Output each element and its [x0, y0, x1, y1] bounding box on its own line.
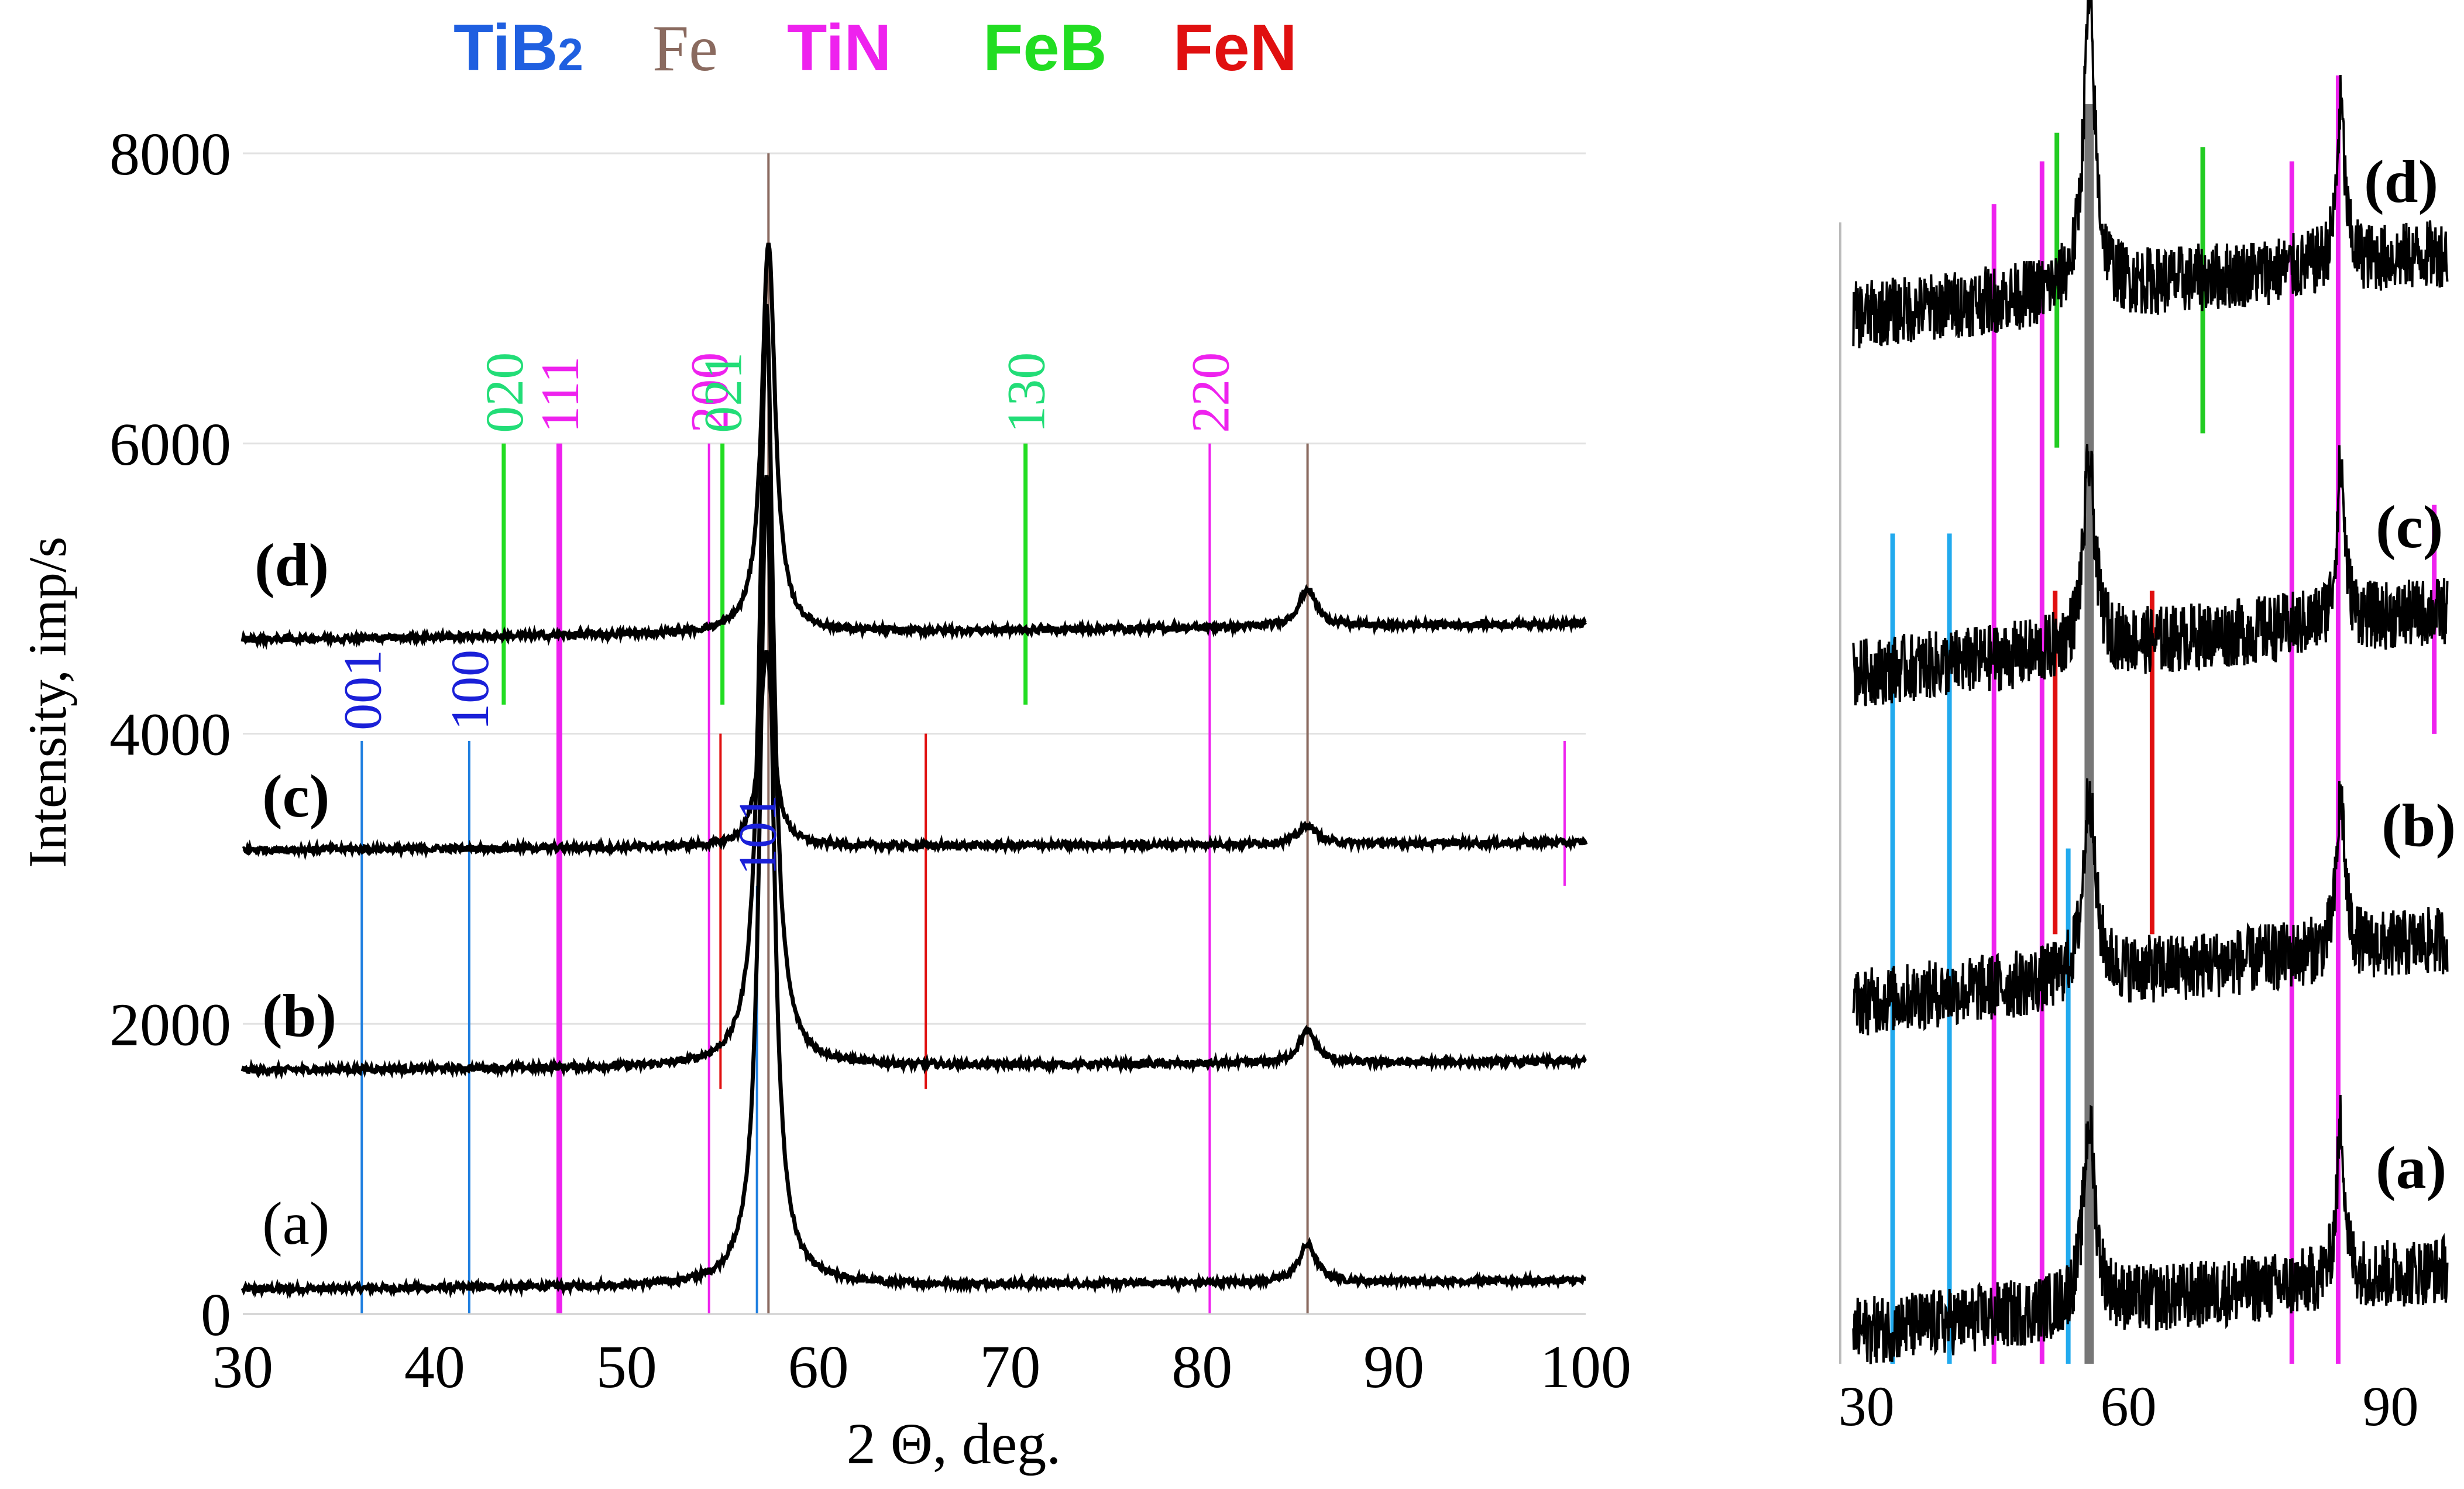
inset-series-label-d: (d) — [2364, 148, 2438, 215]
x-axis-title: 2 Θ, deg. — [847, 1411, 1061, 1476]
ref-label-130: 130 — [996, 352, 1056, 433]
y-axis-title: Intensity, imp/s — [18, 537, 77, 868]
x-tick-label-70: 70 — [980, 1333, 1040, 1401]
y-tick-label-4000: 4000 — [109, 701, 231, 768]
x-tick-label-60: 60 — [788, 1333, 849, 1401]
main-reference-labels: 001 100 101 111 200 220 020 021 130 — [332, 352, 1240, 876]
series-line-a — [240, 475, 1586, 1299]
ref-label-101: 101 — [728, 795, 788, 876]
ref-label-020: 020 — [475, 352, 534, 433]
x-tick-label-40: 40 — [404, 1333, 465, 1401]
inset-series — [1852, 0, 2449, 1364]
main-reference-lines — [360, 153, 1566, 1314]
inset-x-tick-label-90: 90 — [2363, 1375, 2419, 1437]
inset-series-labels: (a) (b) (c) (d) — [2364, 148, 2456, 1202]
ref-label-220: 220 — [1180, 352, 1240, 433]
ref-label-021: 021 — [693, 352, 753, 433]
inset-series-label-c: (c) — [2376, 493, 2443, 561]
inset-chart: 30 60 90 (a) (b) (c) (d) — [1838, 0, 2456, 1437]
ref-label-100: 100 — [440, 650, 500, 730]
inset-axes: 30 60 90 — [1838, 222, 2419, 1437]
main-gridlines — [243, 152, 1586, 1025]
series-label-d: (d) — [255, 531, 329, 599]
y-tick-label-8000: 8000 — [109, 121, 231, 188]
main-series-labels: (a) (b) (c) (d) — [255, 531, 336, 1257]
legend-tib2: TiB2 — [453, 11, 583, 84]
legend: TiB2 Fe TiN FeB FeN — [453, 11, 1297, 85]
main-series — [240, 242, 1588, 1299]
ref-label-001: 001 — [332, 650, 392, 730]
x-tick-label-30: 30 — [212, 1333, 273, 1401]
y-tick-label-0: 0 — [201, 1281, 231, 1349]
series-label-b: (b) — [262, 982, 336, 1049]
series-label-a: (a) — [262, 1190, 329, 1257]
x-tick-label-100: 100 — [1540, 1333, 1631, 1401]
inset-series-line-d — [1852, 0, 2449, 349]
inset-x-tick-label-60: 60 — [2101, 1375, 2157, 1437]
ref-label-200: 200 — [680, 352, 740, 433]
series-line-d — [240, 242, 1587, 650]
series-line-c — [242, 650, 1588, 861]
legend-fe: Fe — [652, 12, 718, 85]
x-tick-label-50: 50 — [596, 1333, 657, 1401]
legend-feb: FeB — [983, 11, 1107, 84]
legend-tin: TiN — [787, 11, 891, 84]
main-chart: 30 40 50 60 70 80 90 100 0 2000 4000 6000 8000 001 10… — [18, 121, 1631, 1476]
series-line-b — [240, 304, 1587, 1080]
legend-fen: FeN — [1173, 11, 1297, 84]
inset-x-tick-label-30: 30 — [1838, 1375, 1895, 1437]
inset-series-line-a — [1852, 1095, 2449, 1364]
y-tick-label-2000: 2000 — [109, 991, 231, 1058]
x-tick-label-80: 80 — [1171, 1333, 1232, 1401]
main-axes: 30 40 50 60 70 80 90 100 0 2000 4000 6000 8000 — [109, 121, 1631, 1401]
inset-series-line-b — [1852, 778, 2449, 1036]
inset-series-line-c — [1852, 444, 2449, 706]
x-tick-label-90: 90 — [1363, 1333, 1424, 1401]
y-tick-label-6000: 6000 — [109, 411, 231, 478]
inset-series-label-b: (b) — [2381, 792, 2456, 859]
series-label-c: (c) — [262, 763, 329, 830]
inset-series-label-a: (a) — [2376, 1134, 2446, 1202]
ref-label-111: 111 — [530, 356, 590, 433]
